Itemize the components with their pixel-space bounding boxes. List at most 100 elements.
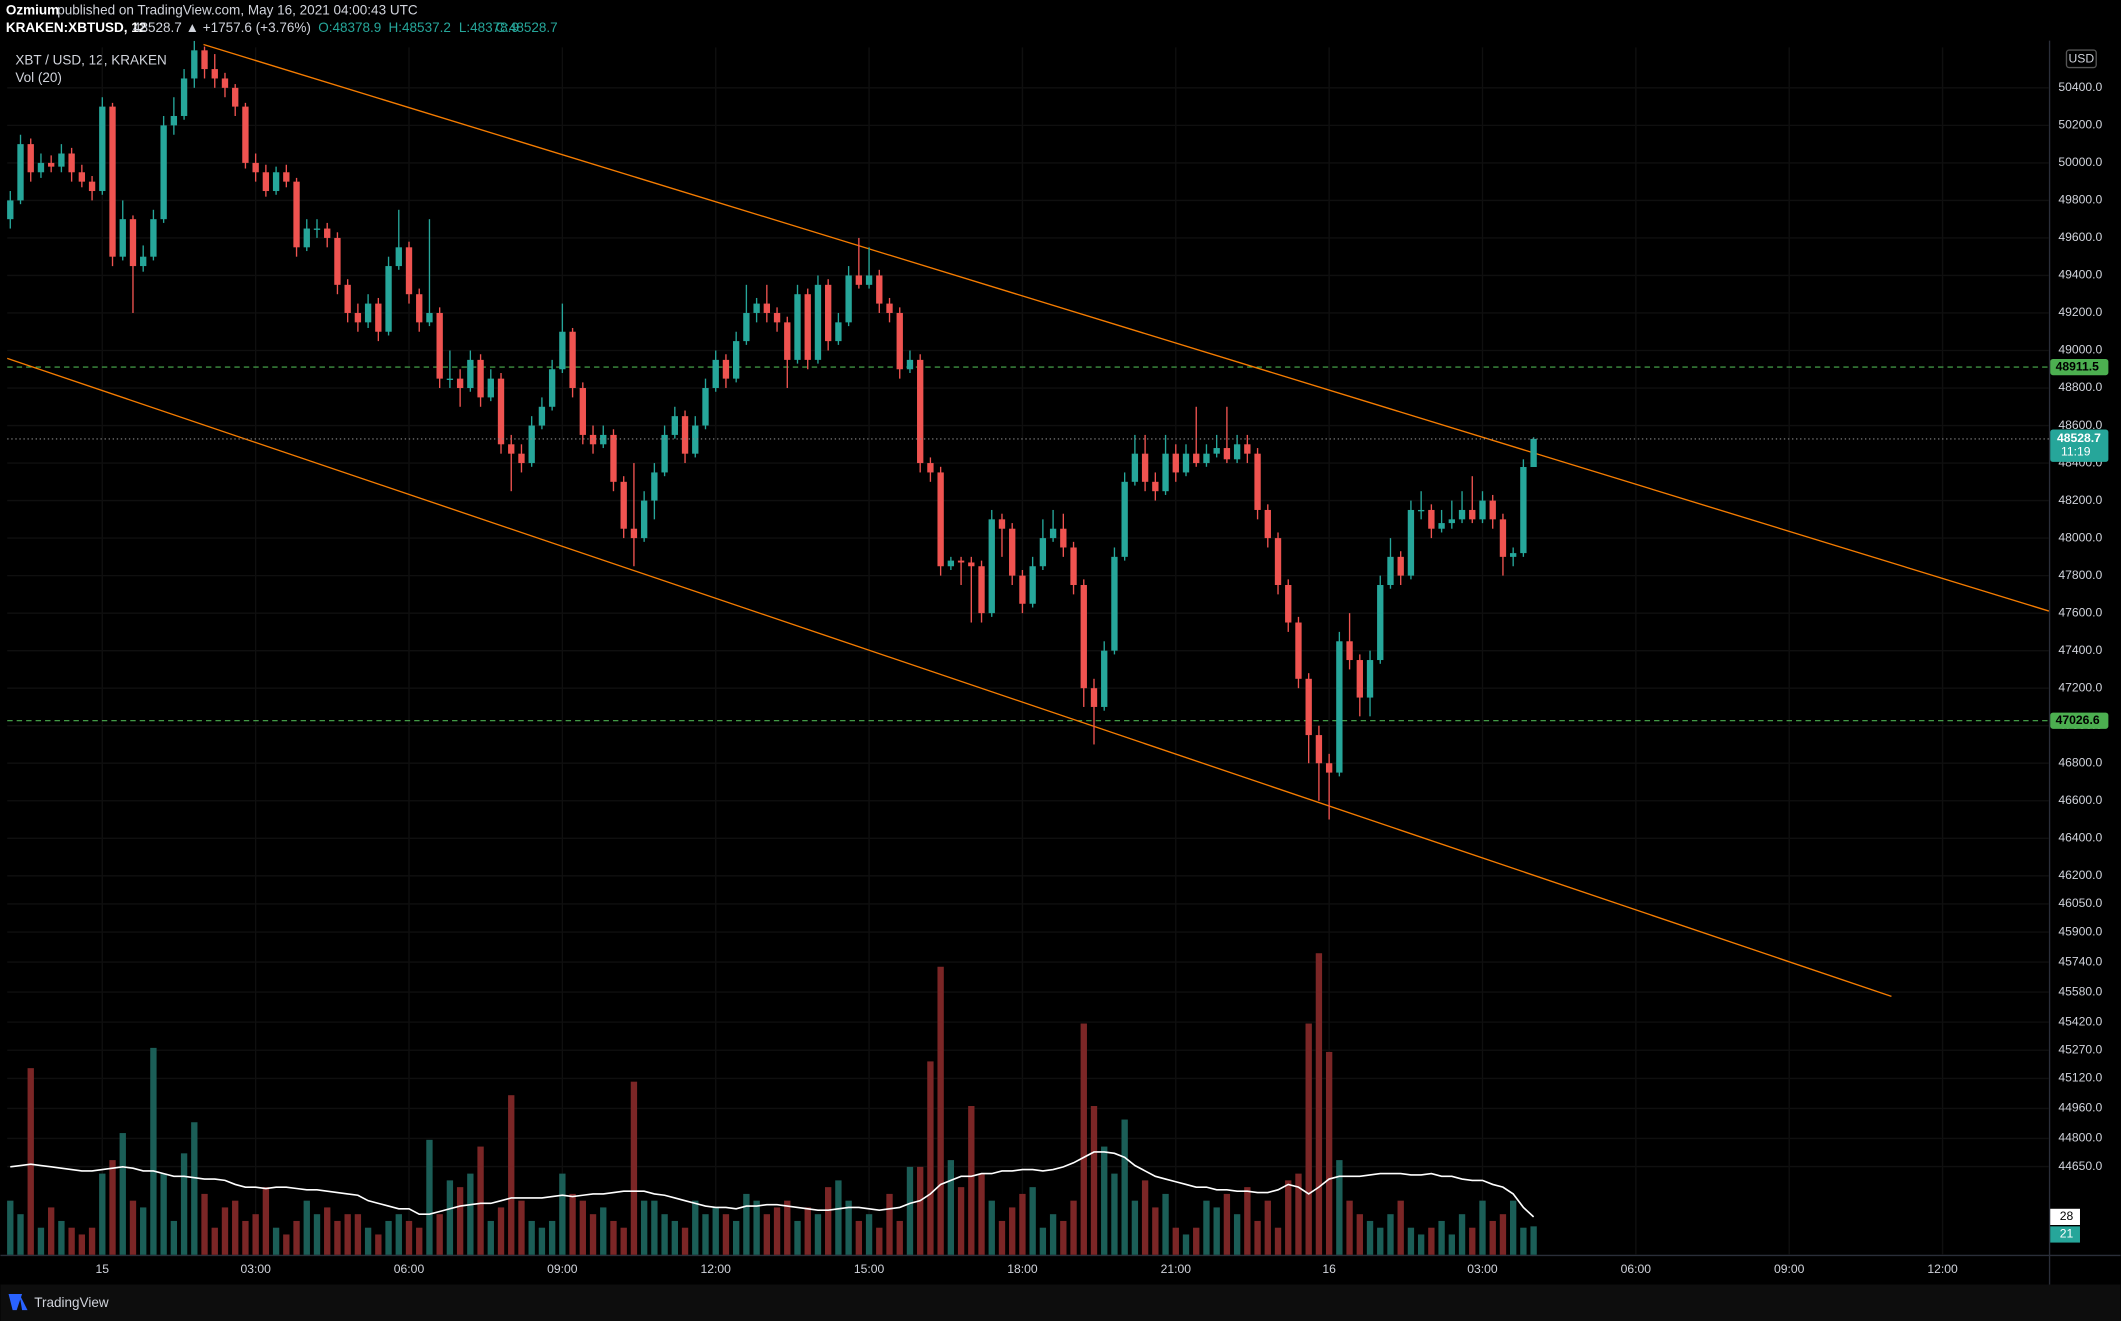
volume-bar [160,1173,167,1255]
legend: XBT / USD, 12, KRAKEN [15,52,166,67]
candle-body [497,378,505,445]
volume-bar [1111,1173,1118,1255]
volume-bar [692,1200,699,1255]
volume-bar [1162,1193,1169,1255]
currency-badge[interactable] [2065,49,2097,69]
candle-body [477,359,484,398]
candle-body [180,78,188,116]
candle-body [1121,481,1128,557]
volume-bar [446,1180,454,1255]
volume-bar [232,1200,239,1255]
volume-bar [1193,1227,1200,1255]
candle-body [538,406,546,426]
volume-ma-line [10,1151,1535,1218]
volume-bar [1090,1106,1098,1255]
candle-body [917,359,924,464]
volume-bar [1489,1220,1496,1255]
x-tick-label: 09:00 [547,1262,578,1276]
volume-bar [364,1227,372,1255]
y-tick-label: 45580.0 [2058,984,2102,998]
candle-body [1499,519,1507,557]
y-tick-label: 46200.0 [2058,868,2102,882]
volume-bar [1019,1193,1026,1255]
candle-body [1090,688,1098,707]
y-tick-label: 44960.0 [2058,1101,2102,1115]
footer-brand[interactable]: TradingView [34,1295,109,1310]
candle-body [671,416,678,435]
volume-bar [1131,1200,1139,1255]
price-level-label: 48911.5 [2056,359,2100,373]
candle-body [7,200,14,220]
candle-body [446,378,454,380]
candle-body [109,106,116,257]
volume-bar [1244,1187,1251,1255]
volume-bar [1152,1207,1159,1255]
volume-bar [630,1081,638,1255]
y-tick-label: 47600.0 [2058,605,2102,619]
candle-body [1438,523,1445,529]
logo [8,1293,28,1311]
candle-body [835,322,842,342]
volume-bar [313,1214,321,1255]
candle-body [865,275,873,285]
candle-body [1295,622,1302,679]
y-tick-label: 50000.0 [2058,155,2102,169]
published: published on TradingView.com, May 16, 20… [57,2,418,17]
candle-body [1458,509,1466,520]
volume-bar [906,1166,914,1255]
quote-low: L:48378.9 [459,20,519,35]
candle-body [364,303,372,323]
volume-bar [129,1200,137,1255]
volume-bar [1397,1200,1404,1255]
candle-body [1417,509,1425,512]
volume-bar [78,1234,86,1255]
y-tick-label: 45900.0 [2058,924,2102,938]
quote-close: C:48528.7 [495,20,557,35]
volume-bar [600,1207,607,1255]
volume-bar [58,1220,65,1255]
volume-bar [671,1220,678,1255]
volume-bar [416,1227,423,1255]
candle-body [947,560,955,567]
candle-body [1254,453,1261,510]
candle-body [1407,509,1415,576]
volume-bar [252,1214,259,1255]
y-tick-label: 47400.0 [2058,643,2102,657]
volume-bar [1203,1200,1210,1255]
candle-body [1141,453,1149,482]
author[interactable]: Ozmium [6,2,59,17]
volume-bar [1346,1200,1353,1255]
volume-legend: Vol (20) [15,70,62,85]
candle-body [1366,660,1374,698]
candle-body [88,181,96,192]
candle-body [569,331,576,389]
footer-bar [0,1284,2121,1321]
volume-bar [1285,1180,1292,1255]
candle-body [528,425,535,464]
candle-body [1346,641,1353,661]
candle-body [27,144,34,173]
candle-body [1070,547,1077,585]
candle-body [37,162,45,173]
candle-body [876,275,883,304]
y-tick-label: 49800.0 [2058,193,2102,207]
candle-body [395,247,402,267]
price-level-label: 47026.6 [2056,713,2100,727]
candle-body [548,369,556,407]
candle-body [579,388,586,435]
candle-body [1182,453,1190,473]
candle-body [589,434,597,445]
volume-bar [886,1193,893,1255]
candle-body [344,284,351,313]
ma-label: 28 [2060,1209,2074,1223]
candle-body [487,378,494,398]
volume-bar [1356,1214,1363,1255]
volume-bar [1101,1146,1108,1255]
candle-body [988,519,995,614]
candle-body [1285,584,1292,623]
x-tick-label: 18:00 [1007,1262,1038,1276]
candle-body [160,125,167,220]
volume-bar [88,1227,96,1255]
volume-bar [1509,1200,1517,1255]
volume-bar [579,1200,586,1255]
